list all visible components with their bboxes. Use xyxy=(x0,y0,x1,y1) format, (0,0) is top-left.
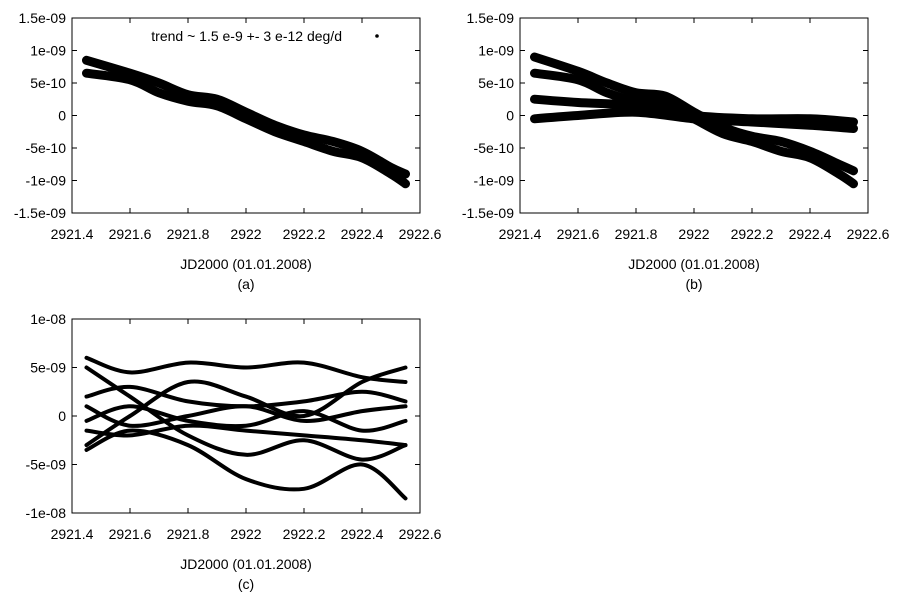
y-tick-label: 0 xyxy=(58,108,66,124)
x-axis-label: JD2000 (01.01.2008) xyxy=(180,556,312,572)
x-tick-label: 2921.8 xyxy=(167,526,210,542)
x-tick-label: 2921.4 xyxy=(499,226,542,242)
x-axis-label: JD2000 (01.01.2008) xyxy=(628,256,760,272)
y-tick-label: 1.5e-09 xyxy=(19,10,67,26)
panel-caption: (b) xyxy=(685,276,702,292)
x-axis-label: JD2000 (01.01.2008) xyxy=(180,256,312,272)
x-tick-label: 2921.6 xyxy=(557,226,600,242)
x-tick-label: 2922.6 xyxy=(399,226,442,242)
panel-caption: (a) xyxy=(237,276,254,292)
y-tick-label: 1e-09 xyxy=(30,43,66,59)
y-tick-label: 5e-10 xyxy=(478,75,514,91)
x-tick-label: 2922.2 xyxy=(731,226,774,242)
chart-panel-a: 2921.4 2921.6 2921.8 2922 2922.2 2922.4 2922.6… xyxy=(14,10,442,292)
x-tick-label: 2921.6 xyxy=(109,526,152,542)
x-tick-label: 2922.2 xyxy=(283,226,326,242)
x-tick-label: 2921.4 xyxy=(51,226,94,242)
y-tick-label: -5e-10 xyxy=(26,140,67,156)
y-tick-label: -5e-10 xyxy=(474,140,515,156)
x-tick-label: 2922.6 xyxy=(399,526,442,542)
series-line-1 xyxy=(84,428,408,501)
series-line-3 xyxy=(84,423,408,448)
series-line-0 xyxy=(84,355,408,384)
y-tick-label: -1.5e-09 xyxy=(14,205,66,221)
x-tick-label: 2922.4 xyxy=(789,226,832,242)
y-tick-label: -1e-08 xyxy=(26,505,67,521)
series-line-3 xyxy=(530,107,858,133)
x-tick-label: 2921.8 xyxy=(167,226,210,242)
legend: trend ~ 1.5 e-9 +- 3 e-12 deg/d xyxy=(151,28,379,44)
series-line-0 xyxy=(82,55,410,179)
y-tick-label: 1e-09 xyxy=(478,43,514,59)
x-tick-label: 2922.2 xyxy=(283,526,326,542)
chart-panel-b: 2921.4 2921.6 2921.8 2922 2922.2 2922.4 2922.6… xyxy=(462,10,890,292)
x-tick-label: 2922.4 xyxy=(341,226,384,242)
y-tick-label: -5e-09 xyxy=(26,457,67,473)
y-tick-label: 0 xyxy=(506,108,514,124)
x-tick-label: 2921.6 xyxy=(109,226,152,242)
series-line-1 xyxy=(530,68,858,189)
x-tick-label: 2922.4 xyxy=(341,526,384,542)
x-tick-label: 2921.4 xyxy=(51,526,94,542)
y-tick-label: 5e-10 xyxy=(30,75,66,91)
x-tick-label: 2922 xyxy=(230,526,261,542)
series-line-4 xyxy=(84,365,408,462)
series-line-6 xyxy=(84,404,408,428)
legend-label: trend ~ 1.5 e-9 +- 3 e-12 deg/d xyxy=(151,28,342,44)
series-line-5 xyxy=(84,365,408,448)
x-tick-label: 2922 xyxy=(230,226,261,242)
y-tick-label: -1e-09 xyxy=(26,173,67,189)
y-tick-label: 0 xyxy=(58,408,66,424)
y-tick-label: 5e-09 xyxy=(30,360,66,376)
y-tick-label: 1.5e-09 xyxy=(467,10,515,26)
x-tick-label: 2922 xyxy=(678,226,709,242)
x-tick-label: 2922.6 xyxy=(847,226,890,242)
series-line-1 xyxy=(82,68,410,189)
x-tick-label: 2921.8 xyxy=(615,226,658,242)
series-line-7 xyxy=(84,404,408,433)
chart-panel-c: 2921.4 2921.6 2921.8 2922 2922.2 2922.4 2922.6… xyxy=(26,311,442,592)
y-tick-label: -1.5e-09 xyxy=(462,205,514,221)
y-tick-label: 1e-08 xyxy=(30,311,66,327)
y-tick-label: -1e-09 xyxy=(474,173,515,189)
plot-frame xyxy=(71,318,421,514)
legend-marker xyxy=(375,34,379,38)
panel-caption: (c) xyxy=(238,576,254,592)
